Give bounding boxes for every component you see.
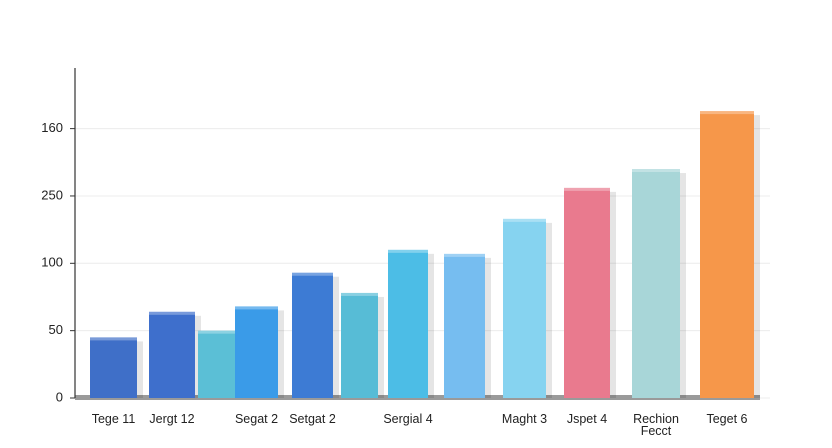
bar-shadow: [546, 222, 552, 398]
x-tick-label: Setgat 2: [289, 412, 336, 426]
bar: [564, 187, 610, 398]
bar-highlight: [235, 306, 278, 310]
bar: [149, 311, 195, 398]
bar-highlight: [198, 330, 235, 334]
bar-highlight: [503, 218, 546, 222]
bar-shadow: [278, 310, 284, 398]
y-tick-label: 50: [49, 322, 63, 337]
bar-highlight: [444, 253, 485, 257]
x-tick-label: Rechion Fecct: [633, 412, 679, 438]
bar: [632, 169, 680, 398]
y-tick-label: 100: [41, 255, 63, 270]
bar: [388, 249, 428, 398]
bar-highlight: [632, 169, 680, 173]
bar-shadow: [333, 276, 339, 398]
bar: [198, 330, 235, 398]
bar-shadow: [428, 253, 434, 398]
bar-highlight: [700, 111, 754, 115]
bar: [503, 218, 546, 398]
x-tick-label: Sergial 4: [383, 412, 433, 426]
bar-highlight: [341, 292, 378, 296]
bar: [235, 306, 278, 398]
bar-shadow: [680, 173, 686, 398]
bar-shadow: [137, 341, 143, 398]
bar-highlight: [149, 311, 195, 315]
x-tick-label: Segat 2: [234, 412, 279, 426]
bar: [444, 253, 485, 398]
y-tick-label: 250: [41, 187, 63, 202]
bar-shadow: [610, 191, 616, 398]
bar: [90, 337, 137, 398]
y-tick-label: 0: [56, 389, 63, 404]
bar: [341, 292, 378, 398]
x-tick-label: Teget 6: [706, 412, 748, 426]
bar-shadow: [485, 257, 491, 398]
x-tick-label: Maght 3: [501, 412, 548, 426]
bar-highlight: [388, 249, 428, 253]
bar-shadow: [378, 296, 384, 398]
bar-highlight: [292, 272, 333, 276]
bar-highlight: [90, 337, 137, 341]
x-tick-label: Tege 11: [91, 412, 136, 426]
bar-shadow: [754, 115, 760, 398]
y-tick-label: 160: [41, 120, 63, 135]
bar-highlight: [564, 187, 610, 191]
bar: [292, 272, 333, 398]
x-tick-label: Jergt 12: [149, 412, 195, 426]
x-tick-label: Jspet 4: [566, 412, 608, 426]
bar: [700, 111, 754, 398]
